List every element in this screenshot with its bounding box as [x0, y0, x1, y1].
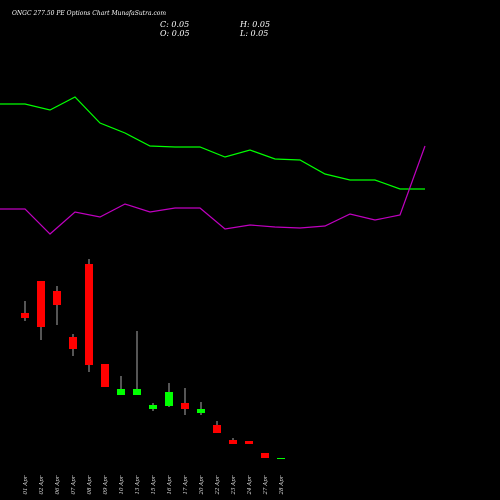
candle-body	[213, 425, 221, 433]
candle-body	[37, 281, 45, 327]
ohlc-low: L: 0.05	[239, 29, 268, 38]
candle-body	[133, 389, 141, 395]
x-tick-label: 08 Apr	[87, 475, 93, 494]
x-tick-label: 28 Apr	[279, 475, 285, 495]
candle-body	[69, 337, 77, 349]
x-tick-label: 20 Apr	[199, 475, 205, 495]
x-tick-label: 17 Apr	[183, 475, 189, 494]
x-tick-label: 22 Apr	[215, 475, 221, 495]
candle-body	[165, 392, 173, 406]
candle-body	[117, 389, 125, 395]
x-tick-label: 15 Apr	[151, 475, 157, 494]
chart-title: ONGC 277.50 PE Options Chart MunafaSutra…	[12, 10, 166, 17]
x-tick-label: 24 Apr	[247, 475, 253, 495]
x-tick-label: 01 Apr	[23, 475, 29, 494]
candle-body	[101, 364, 109, 387]
x-tick-label: 07 Apr	[71, 475, 77, 494]
x-tick-label: 27 Apr	[263, 475, 269, 495]
candle-body	[277, 458, 285, 459]
line-series	[0, 145, 426, 235]
candle-body	[245, 441, 253, 444]
x-tick-label: 10 Apr	[119, 475, 125, 494]
ohlc-close: C: 0.05	[160, 20, 189, 29]
line-series	[0, 96, 425, 190]
x-tick-label: 09 Apr	[103, 475, 109, 494]
candle-body	[149, 405, 157, 409]
ohlc-high: H: 0.05	[239, 20, 270, 29]
x-tick-label: 13 Apr	[135, 475, 141, 494]
x-tick-label: 23 Apr	[231, 475, 237, 495]
candle-body	[229, 440, 237, 444]
candle-body	[261, 453, 269, 458]
candle-body	[85, 264, 93, 365]
x-tick-label: 16 Apr	[167, 475, 173, 494]
candle-body	[197, 409, 205, 413]
candle-body	[21, 313, 29, 318]
candle-body	[181, 403, 189, 409]
x-tick-label: 06 Apr	[55, 475, 61, 494]
ohlc-open: O: 0.05	[160, 29, 190, 38]
candle-body	[53, 291, 61, 305]
x-tick-label: 02 Apr	[39, 475, 45, 494]
